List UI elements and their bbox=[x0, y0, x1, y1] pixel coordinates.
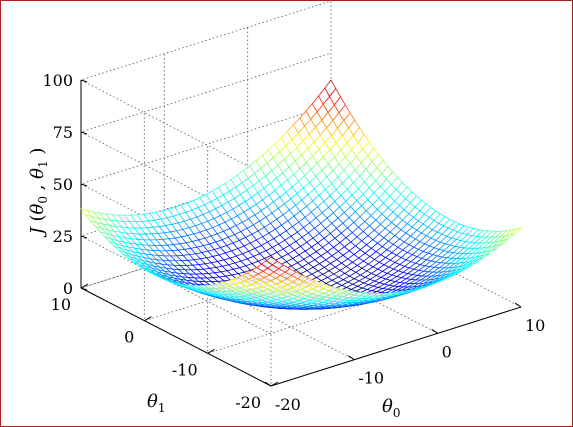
x-tick-mark bbox=[264, 381, 272, 387]
grid-line-x bbox=[330, 1, 522, 308]
y-axis-label: θ1 bbox=[147, 391, 165, 415]
y-tick-label: -20 bbox=[235, 393, 261, 412]
z-tick-label: 0 bbox=[63, 279, 73, 298]
z-tick-label: 75 bbox=[53, 123, 73, 142]
z-tick-label: 50 bbox=[53, 175, 73, 194]
x-tick-label: 0 bbox=[442, 342, 452, 361]
z-tick-label: 100 bbox=[42, 71, 73, 90]
x-tick-mark bbox=[514, 302, 522, 308]
x-tick-label: 10 bbox=[525, 316, 545, 335]
x-tick-mark bbox=[348, 355, 355, 361]
y-tick-mark bbox=[270, 381, 279, 387]
z-axis-label: J (θ0 , θ1 ) bbox=[27, 148, 50, 239]
y-tick-label: -10 bbox=[172, 360, 198, 379]
grid-line-z bbox=[79, 1, 332, 179]
y-tick-mark bbox=[144, 316, 152, 322]
grid-line-x bbox=[163, 53, 355, 361]
x-axis-line bbox=[270, 306, 522, 387]
grid-line-z bbox=[79, 104, 332, 283]
x-tick-label: -10 bbox=[358, 369, 384, 388]
grid-line-y bbox=[143, 112, 395, 322]
z-tick-mark bbox=[80, 287, 88, 291]
z-tick-mark bbox=[80, 183, 88, 187]
grid-line-z bbox=[79, 52, 332, 231]
z-tick-mark bbox=[80, 235, 88, 239]
x-axis-label: θ0 bbox=[382, 396, 400, 420]
surface-mesh bbox=[80, 79, 522, 310]
y-tick-label: 0 bbox=[124, 328, 134, 347]
surface-cell bbox=[265, 256, 278, 266]
y-axis-line bbox=[80, 287, 272, 387]
z-tick-mark bbox=[80, 131, 88, 135]
y-tick-mark bbox=[207, 348, 215, 354]
axes-box bbox=[80, 79, 522, 387]
z-tick-label: 25 bbox=[53, 227, 73, 246]
x-tick-mark bbox=[431, 328, 438, 334]
y-tick-label: 10 bbox=[51, 295, 71, 314]
z-tick-mark bbox=[80, 79, 88, 83]
y-tick-mark bbox=[80, 283, 89, 289]
grid-line-x bbox=[247, 27, 438, 334]
x-tick-label: -20 bbox=[275, 395, 301, 414]
